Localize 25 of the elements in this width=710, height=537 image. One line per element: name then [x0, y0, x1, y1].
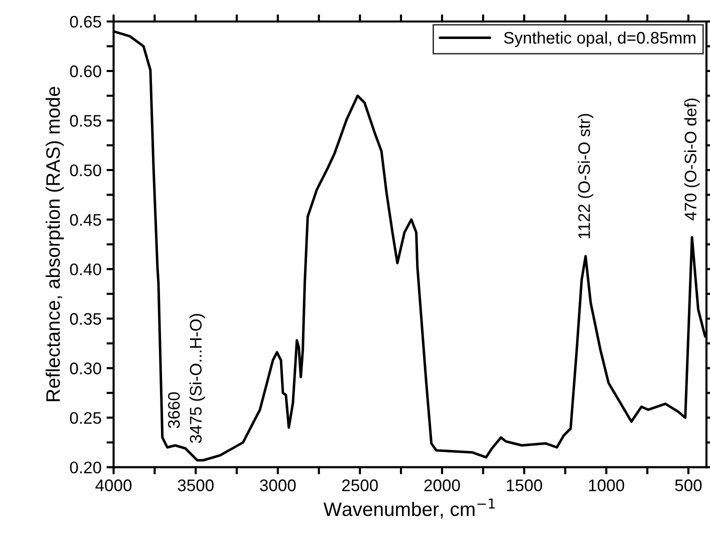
x-tick-label: 2500 — [342, 479, 378, 492]
x-tick-label: 500 — [675, 479, 702, 492]
y-axis-title: Reflectance, absorption (RAS) mode — [46, 86, 64, 402]
x-tick-label: 3000 — [260, 479, 296, 492]
y-tick-label: 0.40 — [70, 264, 102, 276]
x-tick-label: 3500 — [178, 479, 214, 492]
y-tick-label: 0.65 — [70, 16, 102, 28]
y-tick-label: 0.25 — [70, 412, 102, 424]
y-tick-label: 0.20 — [70, 462, 102, 474]
x-tick-label: 1000 — [589, 479, 624, 492]
legend-label: Synthetic opal, d=0.85mm — [504, 31, 696, 48]
annotation: 3660 — [168, 392, 180, 428]
y-tick-label: 0.55 — [70, 114, 102, 127]
x-tick-label: 4000 — [95, 479, 132, 492]
y-tick-label: 0.35 — [70, 313, 102, 325]
x-tick-label: 1500 — [506, 479, 542, 492]
annotation: 470 (O-Si-O def) — [684, 98, 700, 220]
annotation: 1122 (O-Si-O str) — [578, 114, 594, 238]
annotation: 3475 (Si-O...H-O) — [189, 314, 205, 443]
y-tick-label: 0.45 — [70, 214, 102, 226]
y-tick-label: 0.50 — [70, 164, 102, 176]
x-axis-title: Wavenumber, cm$^{−1}$ — [323, 498, 495, 518]
x-tick-label: 2000 — [424, 479, 460, 492]
y-tick-label: 0.30 — [70, 362, 102, 374]
y-tick-label: 0.60 — [70, 65, 102, 78]
